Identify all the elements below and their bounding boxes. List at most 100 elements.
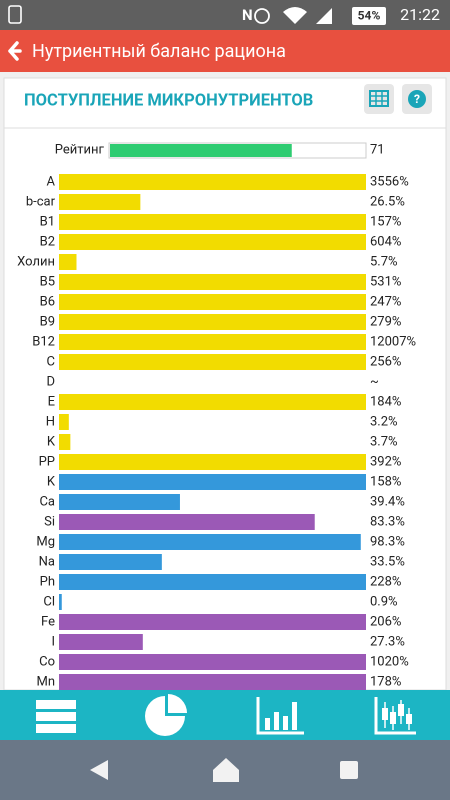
value-label: ~ xyxy=(370,374,379,389)
row-label: PP xyxy=(39,454,55,469)
bar xyxy=(59,334,366,350)
value-label: 3556% xyxy=(370,174,409,189)
bar xyxy=(59,294,366,310)
system-recents[interactable] xyxy=(340,761,358,779)
nav-bars-icon xyxy=(265,718,270,730)
battery-level: 54% xyxy=(358,9,381,23)
bar xyxy=(59,534,361,550)
value-label: 228% xyxy=(370,574,401,589)
bar xyxy=(59,414,69,430)
nav-pie-button[interactable] xyxy=(145,694,187,736)
nav-bars-icon xyxy=(283,716,288,730)
app-bar xyxy=(0,30,450,72)
back-button[interactable] xyxy=(8,41,22,61)
nav-bars-axis xyxy=(256,697,304,735)
bar xyxy=(59,554,162,570)
nav-bars-icon xyxy=(274,712,279,730)
row-label: B12 xyxy=(32,334,55,349)
nav-bars-button[interactable] xyxy=(256,697,304,735)
row-label: C xyxy=(47,354,55,369)
system-back[interactable] xyxy=(90,760,108,780)
notification-icon xyxy=(8,5,22,24)
row-label: Si xyxy=(44,514,55,529)
value-label: 256% xyxy=(370,354,401,369)
row-label: I xyxy=(51,634,55,649)
rating-value: 71 xyxy=(370,142,385,157)
value-label: 158% xyxy=(370,474,401,489)
value-label: 1020% xyxy=(370,654,409,669)
row-label: B9 xyxy=(40,314,55,329)
nav-list-icon xyxy=(36,700,76,709)
row-label: Холин xyxy=(17,254,55,269)
bar xyxy=(59,494,180,510)
value-label: 279% xyxy=(370,314,401,329)
bar xyxy=(59,674,366,690)
section-title: ПОСТУПЛЕНИЕ МИКРОНУТРИЕНТОВ xyxy=(24,91,313,110)
clock: 21:22 xyxy=(400,5,440,24)
value-label: 3.7% xyxy=(370,434,398,449)
bar xyxy=(59,314,366,330)
nfc-icon: N xyxy=(242,6,253,24)
bar xyxy=(59,194,141,210)
bar xyxy=(59,394,366,410)
row-label: B5 xyxy=(40,274,55,289)
table-button[interactable] xyxy=(364,84,394,114)
value-label: 247% xyxy=(370,294,401,309)
table-icon-grid xyxy=(370,91,388,106)
nav-list-button[interactable] xyxy=(36,700,76,733)
nav-pie-icon xyxy=(145,696,185,736)
bar xyxy=(59,614,366,630)
value-label: 39.4% xyxy=(370,494,405,509)
nav-candle-icon xyxy=(406,714,412,724)
value-label: 0.9% xyxy=(370,594,398,609)
row-label: Co xyxy=(39,654,55,669)
rating-label: Рейтинг xyxy=(55,142,105,157)
nav-candle-icon xyxy=(390,712,396,724)
value-label: 83.3% xyxy=(370,514,405,529)
bar xyxy=(59,254,77,270)
nav-candle-button[interactable] xyxy=(374,697,416,735)
table-icon xyxy=(369,90,389,107)
value-label: 98.3% xyxy=(370,534,405,549)
nav-pie-icon xyxy=(168,694,187,713)
nav-list-icon xyxy=(36,724,76,733)
bar xyxy=(59,474,366,490)
wifi-icon xyxy=(283,7,307,24)
nav-candle-axis xyxy=(374,697,416,735)
row-label: B1 xyxy=(40,214,55,229)
value-label: 26.5% xyxy=(370,194,405,209)
rating-bar xyxy=(110,144,292,157)
value-label: 33.5% xyxy=(370,554,405,569)
bar xyxy=(59,354,366,370)
bar xyxy=(59,634,143,650)
value-label: 157% xyxy=(370,214,401,229)
row-label: Ca xyxy=(39,494,55,509)
value-label: 178% xyxy=(370,674,401,689)
row-label: Cl xyxy=(43,594,55,609)
value-label: 3.2% xyxy=(370,414,398,429)
row-label: b-car xyxy=(26,194,56,209)
row-label: Na xyxy=(39,554,55,569)
value-label: 392% xyxy=(370,454,401,469)
bar xyxy=(59,654,366,670)
value-label: 604% xyxy=(370,234,401,249)
signal-icon xyxy=(316,8,332,24)
row-label: Mg xyxy=(36,534,55,549)
help-icon xyxy=(408,90,426,108)
rating xyxy=(110,144,292,157)
value-label: 12007% xyxy=(370,334,416,349)
bar xyxy=(59,174,366,190)
row-label: K xyxy=(47,474,56,489)
nav-candle-icon xyxy=(382,708,388,720)
row-label: B6 xyxy=(40,294,55,309)
alarm-icon xyxy=(254,8,270,24)
bar xyxy=(59,594,62,610)
bar xyxy=(59,434,71,450)
bar xyxy=(59,574,366,590)
system-home[interactable] xyxy=(213,758,239,782)
row-label: B2 xyxy=(40,234,55,249)
row-label: A xyxy=(47,174,56,189)
row-label: K xyxy=(47,434,56,449)
value-label: 27.3% xyxy=(370,634,405,649)
bar xyxy=(59,214,366,230)
